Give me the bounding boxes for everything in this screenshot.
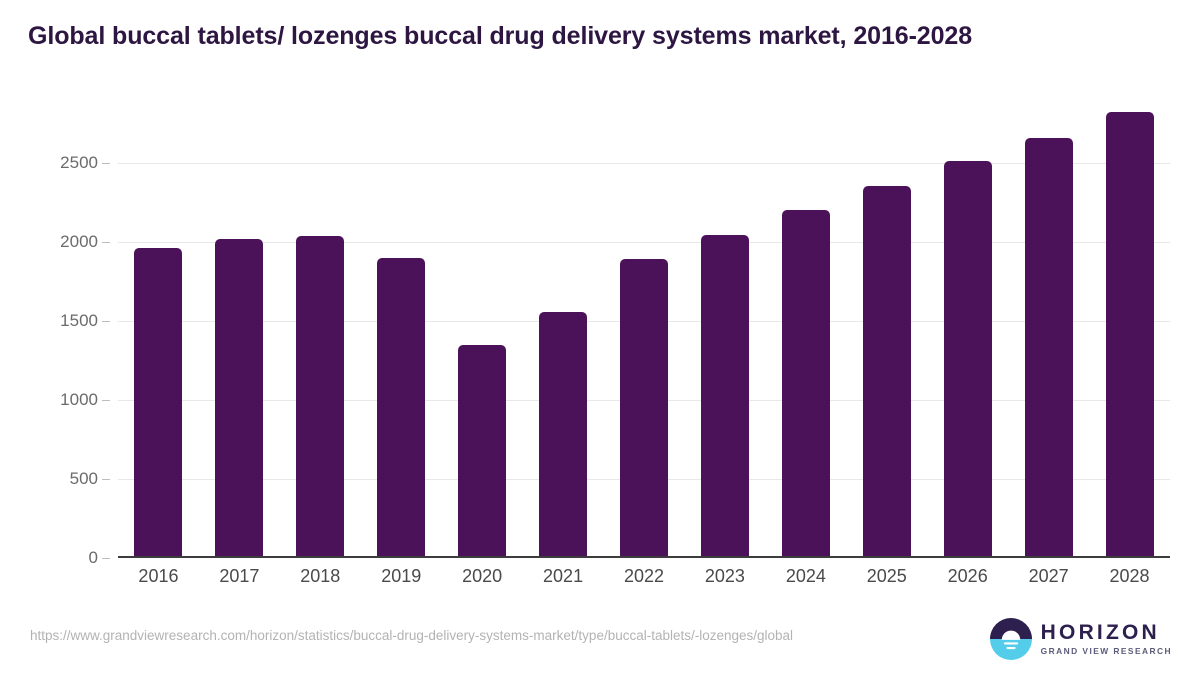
bar-2016[interactable] — [134, 247, 183, 558]
y-tick-mark — [102, 241, 110, 243]
bar-group — [604, 95, 685, 558]
bar-2022[interactable] — [619, 259, 668, 558]
bar-group — [684, 95, 765, 558]
y-tick-mark — [102, 399, 110, 401]
horizon-logo-icon — [989, 618, 1032, 660]
bar-2023[interactable] — [700, 234, 749, 558]
bar-group — [846, 95, 927, 558]
x-tick-label: 2022 — [623, 566, 665, 586]
chart-title: Global buccal tablets/ lozenges buccal d… — [28, 22, 973, 50]
x-tick-label: 2019 — [381, 566, 422, 586]
bar-2026[interactable] — [943, 161, 992, 558]
x-tick-label: 2016 — [138, 566, 179, 586]
x-tick-label: 2021 — [543, 566, 584, 586]
bar-2028[interactable] — [1105, 111, 1154, 558]
y-axis-tick-labels: 0 500 1000 1500 2000 2500 — [0, 95, 110, 567]
horizon-logo-text: HORIZON GRAND VIEW RESEARCH — [1041, 622, 1172, 655]
y-tick-label: 500 — [69, 468, 98, 488]
y-tick-label: 2500 — [60, 152, 98, 172]
y-tick-label: 0 — [88, 548, 98, 567]
x-axis-line — [118, 556, 1170, 558]
bar-2018[interactable] — [296, 236, 345, 558]
logo-tagline: GRAND VIEW RESEARCH — [1040, 646, 1172, 657]
logo-wordmark: HORIZON — [1040, 621, 1160, 645]
x-tick-label: 2023 — [704, 566, 745, 586]
y-tick-label: 2000 — [60, 231, 98, 251]
bar-group — [361, 95, 442, 558]
x-tick-label: 2028 — [1109, 566, 1150, 586]
x-tick-label: 2025 — [866, 566, 907, 586]
y-tick-mark — [102, 162, 110, 164]
plot-area — [118, 95, 1170, 558]
bar-group — [523, 95, 604, 558]
x-tick-label: 2027 — [1028, 566, 1069, 586]
bar-2020[interactable] — [458, 345, 507, 558]
y-tick-label: 1000 — [60, 389, 98, 409]
bar-2017[interactable] — [215, 238, 264, 558]
bar-group — [442, 95, 523, 558]
gridline — [118, 241, 1170, 243]
horizon-logo[interactable]: HORIZON GRAND VIEW RESEARCH — [989, 618, 1172, 660]
bar-group — [927, 95, 1008, 558]
bar-group — [199, 95, 280, 558]
y-tick-label: 1500 — [60, 310, 98, 330]
bar-2025[interactable] — [862, 185, 911, 558]
x-axis-tick-labels: 2016 2017 2018 2019 2020 2021 2022 2023 2024 2025… — [118, 566, 1170, 596]
bar-2027[interactable] — [1024, 137, 1073, 558]
gridline — [118, 162, 1170, 164]
x-tick-label: 2026 — [947, 566, 988, 586]
bar-2024[interactable] — [781, 209, 830, 558]
x-tick-label: 2018 — [300, 566, 341, 586]
x-tick-label: 2017 — [219, 566, 260, 586]
x-tick-label: 2024 — [785, 566, 826, 586]
bar-2021[interactable] — [539, 312, 588, 558]
bar-group — [280, 95, 361, 558]
y-tick-mark — [102, 478, 110, 480]
bar-group — [765, 95, 846, 558]
bar-series — [118, 95, 1170, 558]
y-tick-mark — [102, 320, 110, 322]
bar-group — [1008, 95, 1089, 558]
bar-2019[interactable] — [377, 257, 426, 558]
bar-group — [118, 95, 199, 558]
source-url[interactable]: https://www.grandviewresearch.com/horizo… — [30, 628, 794, 643]
bar-group — [1089, 95, 1170, 558]
x-tick-label: 2020 — [462, 566, 503, 586]
y-tick-mark — [102, 558, 110, 559]
